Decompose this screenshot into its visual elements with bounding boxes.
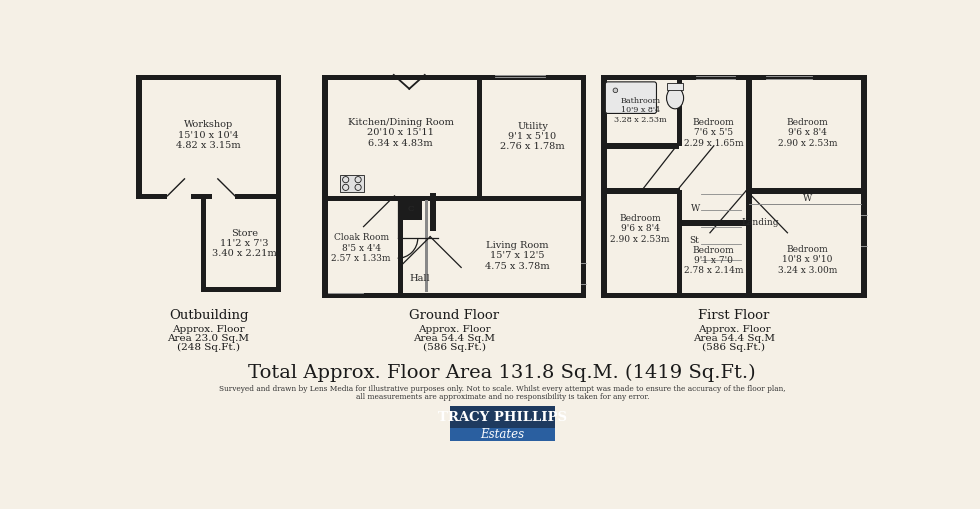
Bar — [781, 293, 820, 298]
Text: Approx. Floor: Approx. Floor — [172, 325, 245, 333]
Text: Approx. Floor: Approx. Floor — [698, 325, 770, 333]
Bar — [679, 220, 747, 226]
Bar — [142, 80, 276, 193]
Bar — [495, 75, 545, 80]
Bar — [602, 75, 607, 298]
Bar — [328, 196, 400, 201]
Bar — [400, 198, 421, 220]
Bar — [398, 198, 403, 293]
Text: (586 Sq.Ft.): (586 Sq.Ft.) — [703, 343, 765, 352]
Bar — [450, 406, 555, 441]
Text: Landing: Landing — [742, 218, 779, 228]
Text: Bedroom
7'6 x 5'5
2.29 x 1.65m: Bedroom 7'6 x 5'5 2.29 x 1.65m — [684, 118, 744, 148]
Bar — [394, 75, 424, 80]
Circle shape — [613, 88, 617, 93]
Bar — [861, 215, 866, 246]
Bar — [450, 429, 555, 441]
Bar — [201, 287, 281, 292]
Text: (586 Sq.Ft.): (586 Sq.Ft.) — [422, 343, 486, 352]
Bar — [602, 75, 866, 80]
Bar — [861, 75, 866, 298]
Text: Workshop
15'10 x 10'4
4.82 x 3.15m: Workshop 15'10 x 10'4 4.82 x 3.15m — [176, 120, 241, 150]
Bar — [607, 144, 679, 149]
Ellipse shape — [666, 87, 684, 109]
Bar — [607, 293, 630, 298]
Bar — [696, 75, 735, 80]
Text: Total Approx. Floor Area 131.8 Sq.M. (1419 Sq.Ft.): Total Approx. Floor Area 131.8 Sq.M. (14… — [249, 364, 756, 382]
Text: TRACY PHILLIPS: TRACY PHILLIPS — [438, 411, 566, 424]
Text: Ground Floor: Ground Floor — [409, 308, 499, 322]
Bar — [201, 196, 206, 292]
Bar — [406, 204, 416, 214]
Bar — [322, 75, 328, 298]
Bar — [136, 75, 281, 80]
Text: Bedroom
9'1 x 7'0
2.78 x 2.14m: Bedroom 9'1 x 7'0 2.78 x 2.14m — [684, 246, 744, 275]
Text: Bedroom
9'6 x 8'4
2.90 x 2.53m: Bedroom 9'6 x 8'4 2.90 x 2.53m — [778, 118, 837, 148]
Bar — [765, 75, 812, 80]
Bar — [339, 175, 365, 192]
Text: Area 23.0 Sq.M: Area 23.0 Sq.M — [168, 334, 250, 343]
Text: Bedroom
9'6 x 8'4
2.90 x 2.53m: Bedroom 9'6 x 8'4 2.90 x 2.53m — [611, 214, 670, 244]
Bar — [206, 196, 276, 287]
Text: Outbuilding: Outbuilding — [169, 308, 248, 322]
Text: Living Room
15'7 x 12'5
4.75 x 3.78m: Living Room 15'7 x 12'5 4.75 x 3.78m — [485, 241, 549, 271]
Bar — [747, 190, 752, 293]
Text: Approx. Floor: Approx. Floor — [417, 325, 491, 333]
Bar — [136, 75, 142, 196]
Bar — [276, 196, 281, 292]
Text: Hall: Hall — [410, 274, 430, 284]
Text: W: W — [691, 205, 701, 213]
Bar — [322, 293, 586, 298]
Bar — [676, 190, 682, 293]
Text: Bedroom
10'8 x 9'10
3.24 x 3.00m: Bedroom 10'8 x 9'10 3.24 x 3.00m — [778, 245, 837, 275]
Bar — [430, 193, 435, 231]
Bar — [580, 263, 586, 285]
Bar — [322, 75, 586, 80]
Bar — [667, 82, 683, 90]
Bar — [607, 188, 680, 193]
Bar — [602, 293, 866, 298]
Text: Utility
9'1 x 5'10
2.76 x 1.78m: Utility 9'1 x 5'10 2.76 x 1.78m — [500, 122, 564, 152]
Text: Area 54.4 Sq.M: Area 54.4 Sq.M — [414, 334, 495, 343]
Bar — [476, 80, 482, 198]
Bar — [747, 80, 752, 190]
Text: Estates: Estates — [480, 428, 524, 441]
Bar — [676, 80, 682, 146]
Bar — [696, 293, 719, 298]
Bar — [328, 293, 363, 298]
Bar — [191, 193, 212, 199]
Bar — [276, 75, 281, 196]
FancyBboxPatch shape — [606, 82, 657, 114]
Text: Cloak Room
8'5 x 4'4
2.57 x 1.33m: Cloak Room 8'5 x 4'4 2.57 x 1.33m — [331, 233, 391, 263]
Text: all measurements are approximate and no responsibility is taken for any error.: all measurements are approximate and no … — [356, 393, 649, 401]
Bar — [400, 196, 580, 201]
Text: Store
11'2 x 7'3
3.40 x 2.21m: Store 11'2 x 7'3 3.40 x 2.21m — [212, 229, 276, 259]
Bar — [136, 193, 168, 199]
Bar — [235, 193, 281, 199]
Bar — [747, 188, 864, 193]
Text: W: W — [803, 193, 812, 203]
Bar — [580, 75, 586, 298]
Text: (248 Sq.Ft.): (248 Sq.Ft.) — [177, 343, 240, 352]
Text: Kitchen/Dining Room
20'10 x 15'11
6.34 x 4.83m: Kitchen/Dining Room 20'10 x 15'11 6.34 x… — [348, 118, 454, 148]
Text: Surveyed and drawn by Lens Media for illustrative purposes only. Not to scale. W: Surveyed and drawn by Lens Media for ill… — [219, 385, 786, 393]
Text: Bathroom
10'9 x 8'4
3.28 x 2.53m: Bathroom 10'9 x 8'4 3.28 x 2.53m — [613, 97, 666, 124]
Text: St: St — [690, 236, 700, 245]
Text: Area 54.4 Sq.M: Area 54.4 Sq.M — [693, 334, 775, 343]
Text: First Floor: First Floor — [699, 308, 769, 322]
Text: C: C — [408, 205, 414, 213]
